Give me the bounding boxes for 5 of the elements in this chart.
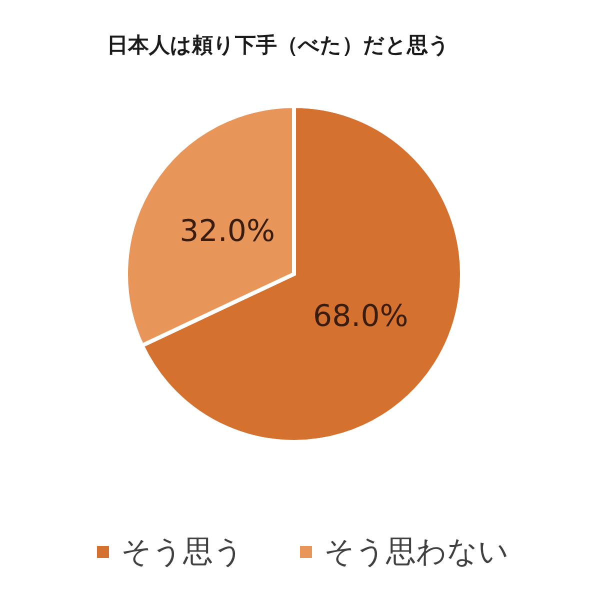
data-label: 32.0% <box>180 214 275 250</box>
legend-label: そう思う <box>121 534 244 570</box>
legend-label: そう思わない <box>324 534 509 570</box>
chart-title: 日本人は頼り下手（べた）だと思う <box>107 33 450 57</box>
data-label: 68.0% <box>313 298 408 334</box>
